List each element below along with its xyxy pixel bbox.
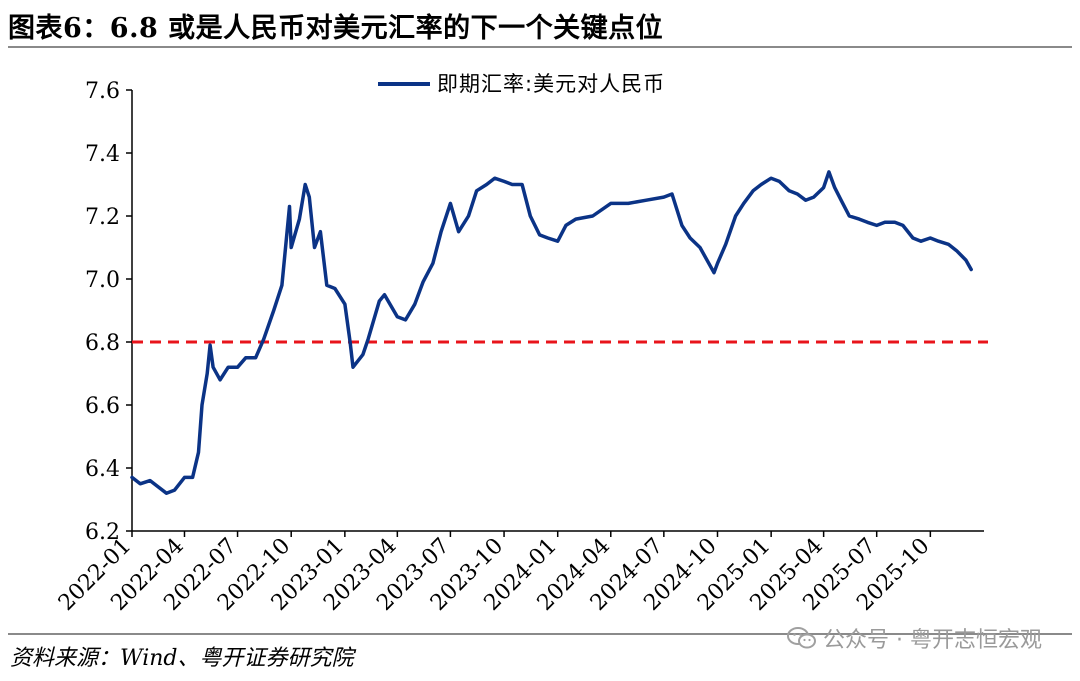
source-note: 资料来源：Wind、粤开证券研究院 xyxy=(10,646,354,671)
y-axis: 6.2 6.4 6.6 6.8 7.0 7.2 7.4 7.6 xyxy=(85,79,133,545)
page-title: 图表6：6.8 或是人民币对美元汇率的下一个关键点位 xyxy=(8,13,664,44)
y-tick-label: 7.0 xyxy=(85,268,120,293)
y-tick-label: 7.4 xyxy=(85,142,120,167)
legend-label: 即期汇率:美元对人民币 xyxy=(437,72,665,96)
y-tick-label: 6.8 xyxy=(85,331,120,356)
wechat-icon xyxy=(787,627,817,649)
chart-legend: 即期汇率:美元对人民币 xyxy=(378,72,665,96)
series-line-usdcny xyxy=(130,170,973,495)
watermark-text: 公众号 · 粤开志恒宏观 xyxy=(823,628,1042,653)
x-axis: 2022-012022-042022-072022-102023-012023-… xyxy=(54,530,984,616)
y-tick-label: 6.6 xyxy=(85,394,120,419)
y-tick-label: 6.2 xyxy=(85,520,120,545)
series-lines xyxy=(130,170,973,495)
title-divider xyxy=(8,46,1072,48)
watermark: 公众号 · 粤开志恒宏观 xyxy=(787,622,1042,654)
footer-divider xyxy=(8,633,1072,635)
y-tick-label: 7.6 xyxy=(85,79,120,104)
y-tick-label: 7.2 xyxy=(85,205,120,230)
y-tick-label: 6.4 xyxy=(85,457,120,482)
